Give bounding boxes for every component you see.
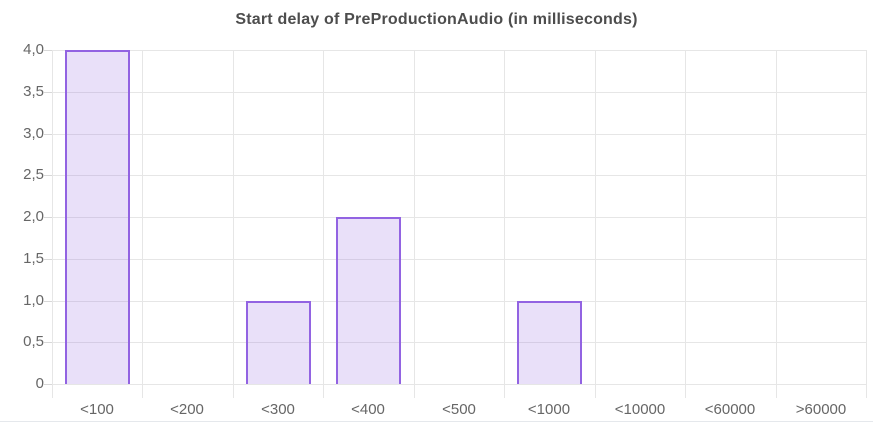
x-gridline bbox=[142, 50, 143, 398]
bar-<300[interactable] bbox=[246, 301, 311, 384]
y-gridline bbox=[52, 175, 866, 176]
y-axis-label: 3,0 bbox=[23, 125, 44, 142]
x-gridline bbox=[776, 50, 777, 398]
x-axis-label: <200 bbox=[170, 401, 204, 418]
y-axis-tick bbox=[44, 217, 52, 218]
x-axis-label: <60000 bbox=[704, 401, 756, 418]
y-axis-label: 0,5 bbox=[23, 333, 44, 350]
chart-title: Start delay of PreProductionAudio (in mi… bbox=[235, 11, 638, 28]
x-gridline bbox=[866, 50, 867, 398]
x-axis-label: >60000 bbox=[795, 401, 847, 418]
x-axis-label: <500 bbox=[442, 401, 476, 418]
y-axis-tick bbox=[44, 175, 52, 176]
x-axis-label: <400 bbox=[351, 401, 385, 418]
y-gridline bbox=[52, 134, 866, 135]
y-axis-label: 1,0 bbox=[23, 292, 44, 309]
y-axis-tick bbox=[44, 50, 52, 51]
bar-<400[interactable] bbox=[336, 217, 401, 384]
bottom-divider bbox=[0, 421, 873, 422]
y-axis-label: 2,5 bbox=[23, 166, 44, 183]
bar-<1000[interactable] bbox=[517, 301, 582, 384]
y-axis-label: 0 bbox=[35, 375, 44, 392]
x-gridline bbox=[685, 50, 686, 398]
y-gridline bbox=[52, 92, 866, 93]
x-axis-label: <1000 bbox=[527, 401, 571, 418]
y-axis-tick bbox=[44, 301, 52, 302]
y-gridline bbox=[52, 301, 866, 302]
y-axis-label: 2,0 bbox=[23, 208, 44, 225]
y-gridline bbox=[52, 217, 866, 218]
x-axis-label: <100 bbox=[80, 401, 114, 418]
y-gridline bbox=[52, 342, 866, 343]
x-gridline bbox=[233, 50, 234, 398]
y-axis-tick bbox=[44, 342, 52, 343]
y-axis-tick bbox=[44, 134, 52, 135]
x-axis-label: <10000 bbox=[614, 401, 666, 418]
y-axis-label: 3,5 bbox=[23, 83, 44, 100]
x-gridline bbox=[504, 50, 505, 398]
x-gridline bbox=[52, 50, 53, 398]
y-gridline bbox=[52, 50, 866, 51]
x-gridline bbox=[323, 50, 324, 398]
x-gridline bbox=[414, 50, 415, 398]
y-axis-tick bbox=[44, 92, 52, 93]
y-axis-label: 1,5 bbox=[23, 250, 44, 267]
x-gridline bbox=[595, 50, 596, 398]
y-axis-label: 4,0 bbox=[23, 41, 44, 58]
y-gridline bbox=[52, 259, 866, 260]
y-gridline bbox=[52, 384, 866, 385]
x-axis-label: <300 bbox=[261, 401, 295, 418]
y-axis-tick bbox=[44, 259, 52, 260]
bar-<100[interactable] bbox=[65, 50, 130, 384]
y-axis-tick bbox=[44, 384, 52, 385]
